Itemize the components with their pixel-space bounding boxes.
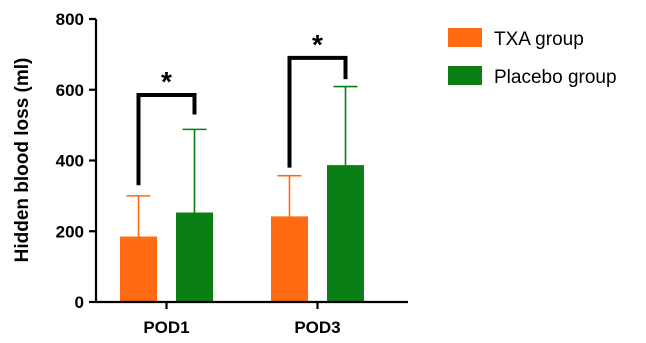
y-ticks: 0 200 400 600 800 xyxy=(56,10,96,312)
legend-swatch xyxy=(448,28,482,47)
y-tick-label: 200 xyxy=(56,222,84,241)
bar xyxy=(271,216,308,302)
legend-item: Placebo group xyxy=(448,66,617,88)
bars xyxy=(120,165,364,302)
legend-swatch xyxy=(448,66,482,85)
legend-label: TXA group xyxy=(494,29,584,50)
significance-bracket xyxy=(287,55,348,168)
x-category-label: POD1 xyxy=(143,318,189,337)
y-tick-label: 0 xyxy=(75,293,84,312)
bar xyxy=(176,212,213,302)
significance-label: * xyxy=(312,29,323,60)
significance-bracket xyxy=(136,93,197,186)
legend-item: TXA group xyxy=(448,28,584,50)
error-bars xyxy=(126,85,358,237)
y-tick-label: 600 xyxy=(56,81,84,100)
x-category-label: POD3 xyxy=(294,318,340,337)
legend: TXA group Placebo group xyxy=(448,28,617,88)
y-tick-label: 400 xyxy=(56,152,84,171)
x-category-labels: POD1 POD3 xyxy=(143,318,340,337)
x-axis xyxy=(96,300,408,309)
bar xyxy=(327,165,364,302)
significance-brackets: ** xyxy=(136,29,348,186)
y-tick-label: 800 xyxy=(56,10,84,29)
bar xyxy=(120,236,157,302)
y-axis-label: Hidden blood loss (ml) xyxy=(12,58,33,263)
significance-label: * xyxy=(161,66,172,97)
legend-label: Placebo group xyxy=(494,67,617,88)
